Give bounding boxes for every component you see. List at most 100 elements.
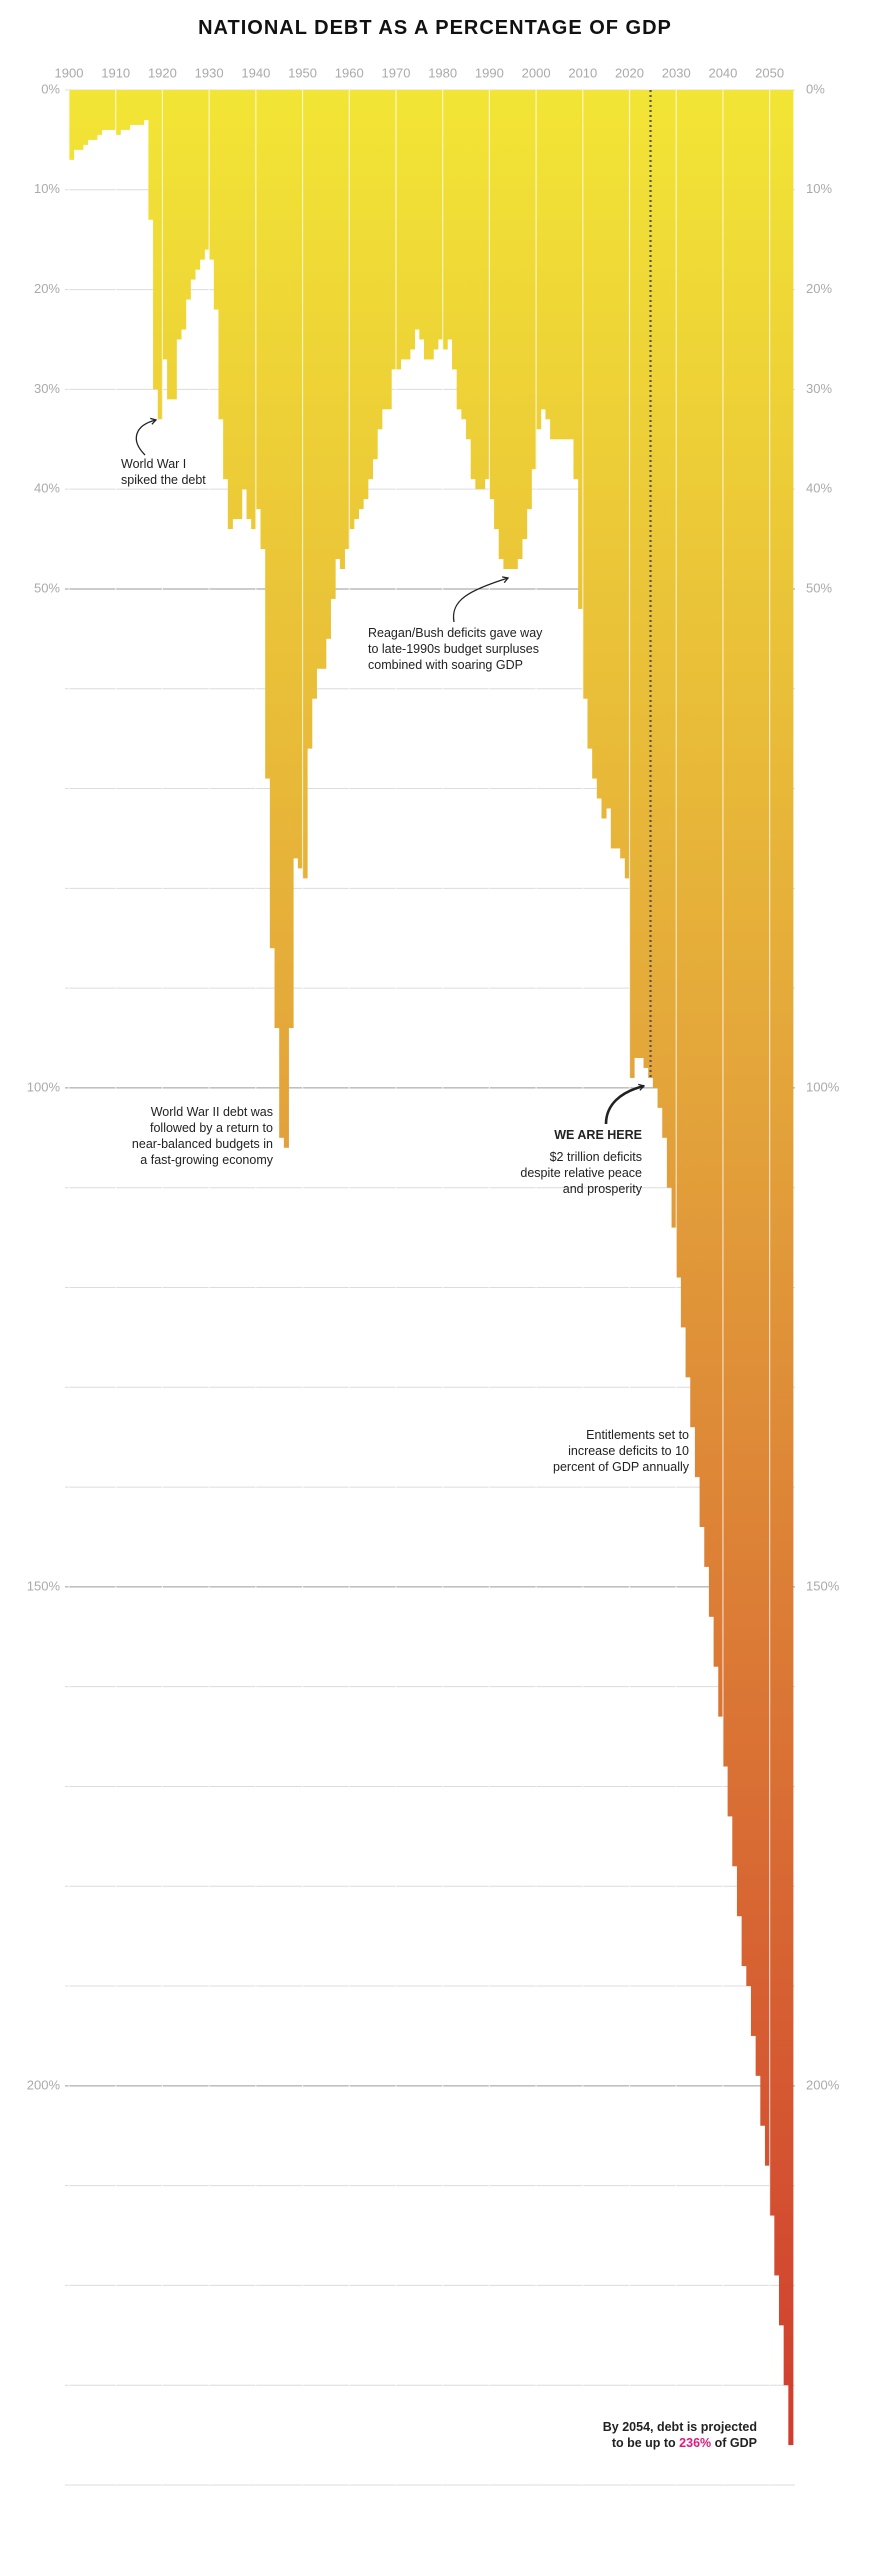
bar bbox=[484, 90, 490, 480]
bar bbox=[83, 90, 89, 145]
bar bbox=[685, 90, 691, 1378]
chart-title: NATIONAL DEBT AS A PERCENTAGE OF GDP bbox=[198, 17, 672, 39]
bar bbox=[680, 90, 686, 1328]
arrow-head bbox=[501, 576, 510, 584]
x-tick-label: 1970 bbox=[382, 65, 411, 80]
x-tick-label: 1940 bbox=[241, 65, 270, 80]
bar bbox=[134, 90, 140, 125]
bar bbox=[101, 90, 107, 130]
annotation: WE ARE HERE bbox=[554, 1128, 642, 1142]
bar bbox=[139, 90, 145, 125]
bar bbox=[167, 90, 173, 400]
bar bbox=[372, 90, 378, 460]
bar bbox=[381, 90, 388, 410]
bar bbox=[232, 90, 238, 520]
bar bbox=[288, 90, 294, 1029]
bar bbox=[699, 90, 705, 1527]
bar bbox=[251, 90, 257, 530]
bar bbox=[526, 90, 532, 510]
bar bbox=[162, 90, 168, 360]
y-tick-label: 20% bbox=[34, 281, 60, 296]
annotation: despite relative peace bbox=[520, 1166, 642, 1180]
bar bbox=[148, 90, 154, 220]
x-tick-label: 1980 bbox=[428, 65, 457, 80]
bar bbox=[788, 90, 794, 2446]
y-tick-label-right: 40% bbox=[806, 481, 832, 496]
bar bbox=[573, 90, 579, 480]
bar bbox=[648, 90, 654, 1078]
annotation-arrow bbox=[604, 1084, 645, 1125]
annotation: to be up to 236% of GDP bbox=[612, 2436, 757, 2450]
bar bbox=[540, 90, 546, 410]
bar bbox=[414, 90, 420, 330]
bar bbox=[536, 90, 542, 430]
bar bbox=[629, 90, 635, 1078]
bar bbox=[92, 90, 98, 140]
bar bbox=[255, 90, 261, 510]
bar bbox=[694, 90, 700, 1478]
bar bbox=[498, 90, 504, 560]
y-tick-label-right: 50% bbox=[806, 580, 832, 595]
bar bbox=[508, 90, 514, 569]
y-tick-label: 10% bbox=[34, 181, 60, 196]
bar bbox=[190, 90, 196, 280]
bar bbox=[279, 90, 285, 1138]
bar bbox=[311, 90, 317, 699]
x-tick-label: 1990 bbox=[475, 65, 504, 80]
bar bbox=[325, 90, 331, 639]
annotation: World War I bbox=[121, 457, 186, 471]
bar bbox=[494, 90, 500, 530]
bar bbox=[522, 90, 528, 540]
bar bbox=[760, 90, 766, 2126]
bar bbox=[727, 90, 733, 1817]
bar bbox=[349, 90, 355, 530]
bar bbox=[125, 90, 131, 130]
annotation: followed by a return to bbox=[150, 1121, 273, 1135]
y-tick-label-right: 10% bbox=[806, 181, 832, 196]
bar bbox=[638, 90, 644, 1058]
bar bbox=[690, 90, 696, 1428]
bar bbox=[330, 90, 336, 599]
bar bbox=[143, 90, 149, 120]
y-tick-label-right: 100% bbox=[806, 1079, 840, 1094]
bar bbox=[736, 90, 743, 1917]
y-tick-label-right: 0% bbox=[806, 81, 825, 96]
x-tick-label: 2010 bbox=[568, 65, 597, 80]
bar bbox=[69, 90, 75, 160]
bar bbox=[610, 90, 616, 849]
bar bbox=[634, 90, 640, 1058]
annotation: By 2054, debt is projected bbox=[603, 2420, 757, 2434]
annotation-arrow bbox=[135, 419, 157, 456]
bar bbox=[466, 90, 472, 440]
bar bbox=[358, 90, 364, 510]
annotation: increase deficits to 10 bbox=[568, 1444, 689, 1458]
bar bbox=[157, 90, 163, 420]
bar bbox=[652, 90, 658, 1088]
bar bbox=[111, 90, 117, 130]
bar bbox=[260, 90, 266, 550]
bar bbox=[283, 90, 289, 1148]
annotation-part: of GDP bbox=[711, 2436, 757, 2450]
bar bbox=[461, 90, 467, 420]
arrow-head bbox=[150, 417, 158, 425]
bar bbox=[265, 90, 271, 779]
y-tick-label: 100% bbox=[27, 1079, 61, 1094]
bar bbox=[204, 90, 210, 250]
bar bbox=[344, 90, 350, 550]
y-tick-label: 40% bbox=[34, 481, 60, 496]
bar bbox=[419, 90, 425, 340]
y-tick-label-right: 20% bbox=[806, 281, 832, 296]
bar bbox=[433, 90, 439, 350]
bar bbox=[442, 90, 448, 350]
x-tick-label: 2040 bbox=[708, 65, 737, 80]
bar bbox=[456, 90, 462, 410]
bar bbox=[564, 90, 570, 440]
bar bbox=[778, 90, 785, 2326]
bar bbox=[405, 90, 411, 360]
bar bbox=[704, 90, 710, 1567]
annotation: World War II debt was bbox=[151, 1105, 273, 1119]
bar bbox=[269, 90, 275, 949]
bar bbox=[480, 90, 486, 490]
bar bbox=[321, 90, 327, 669]
x-tick-label: 1960 bbox=[335, 65, 364, 80]
